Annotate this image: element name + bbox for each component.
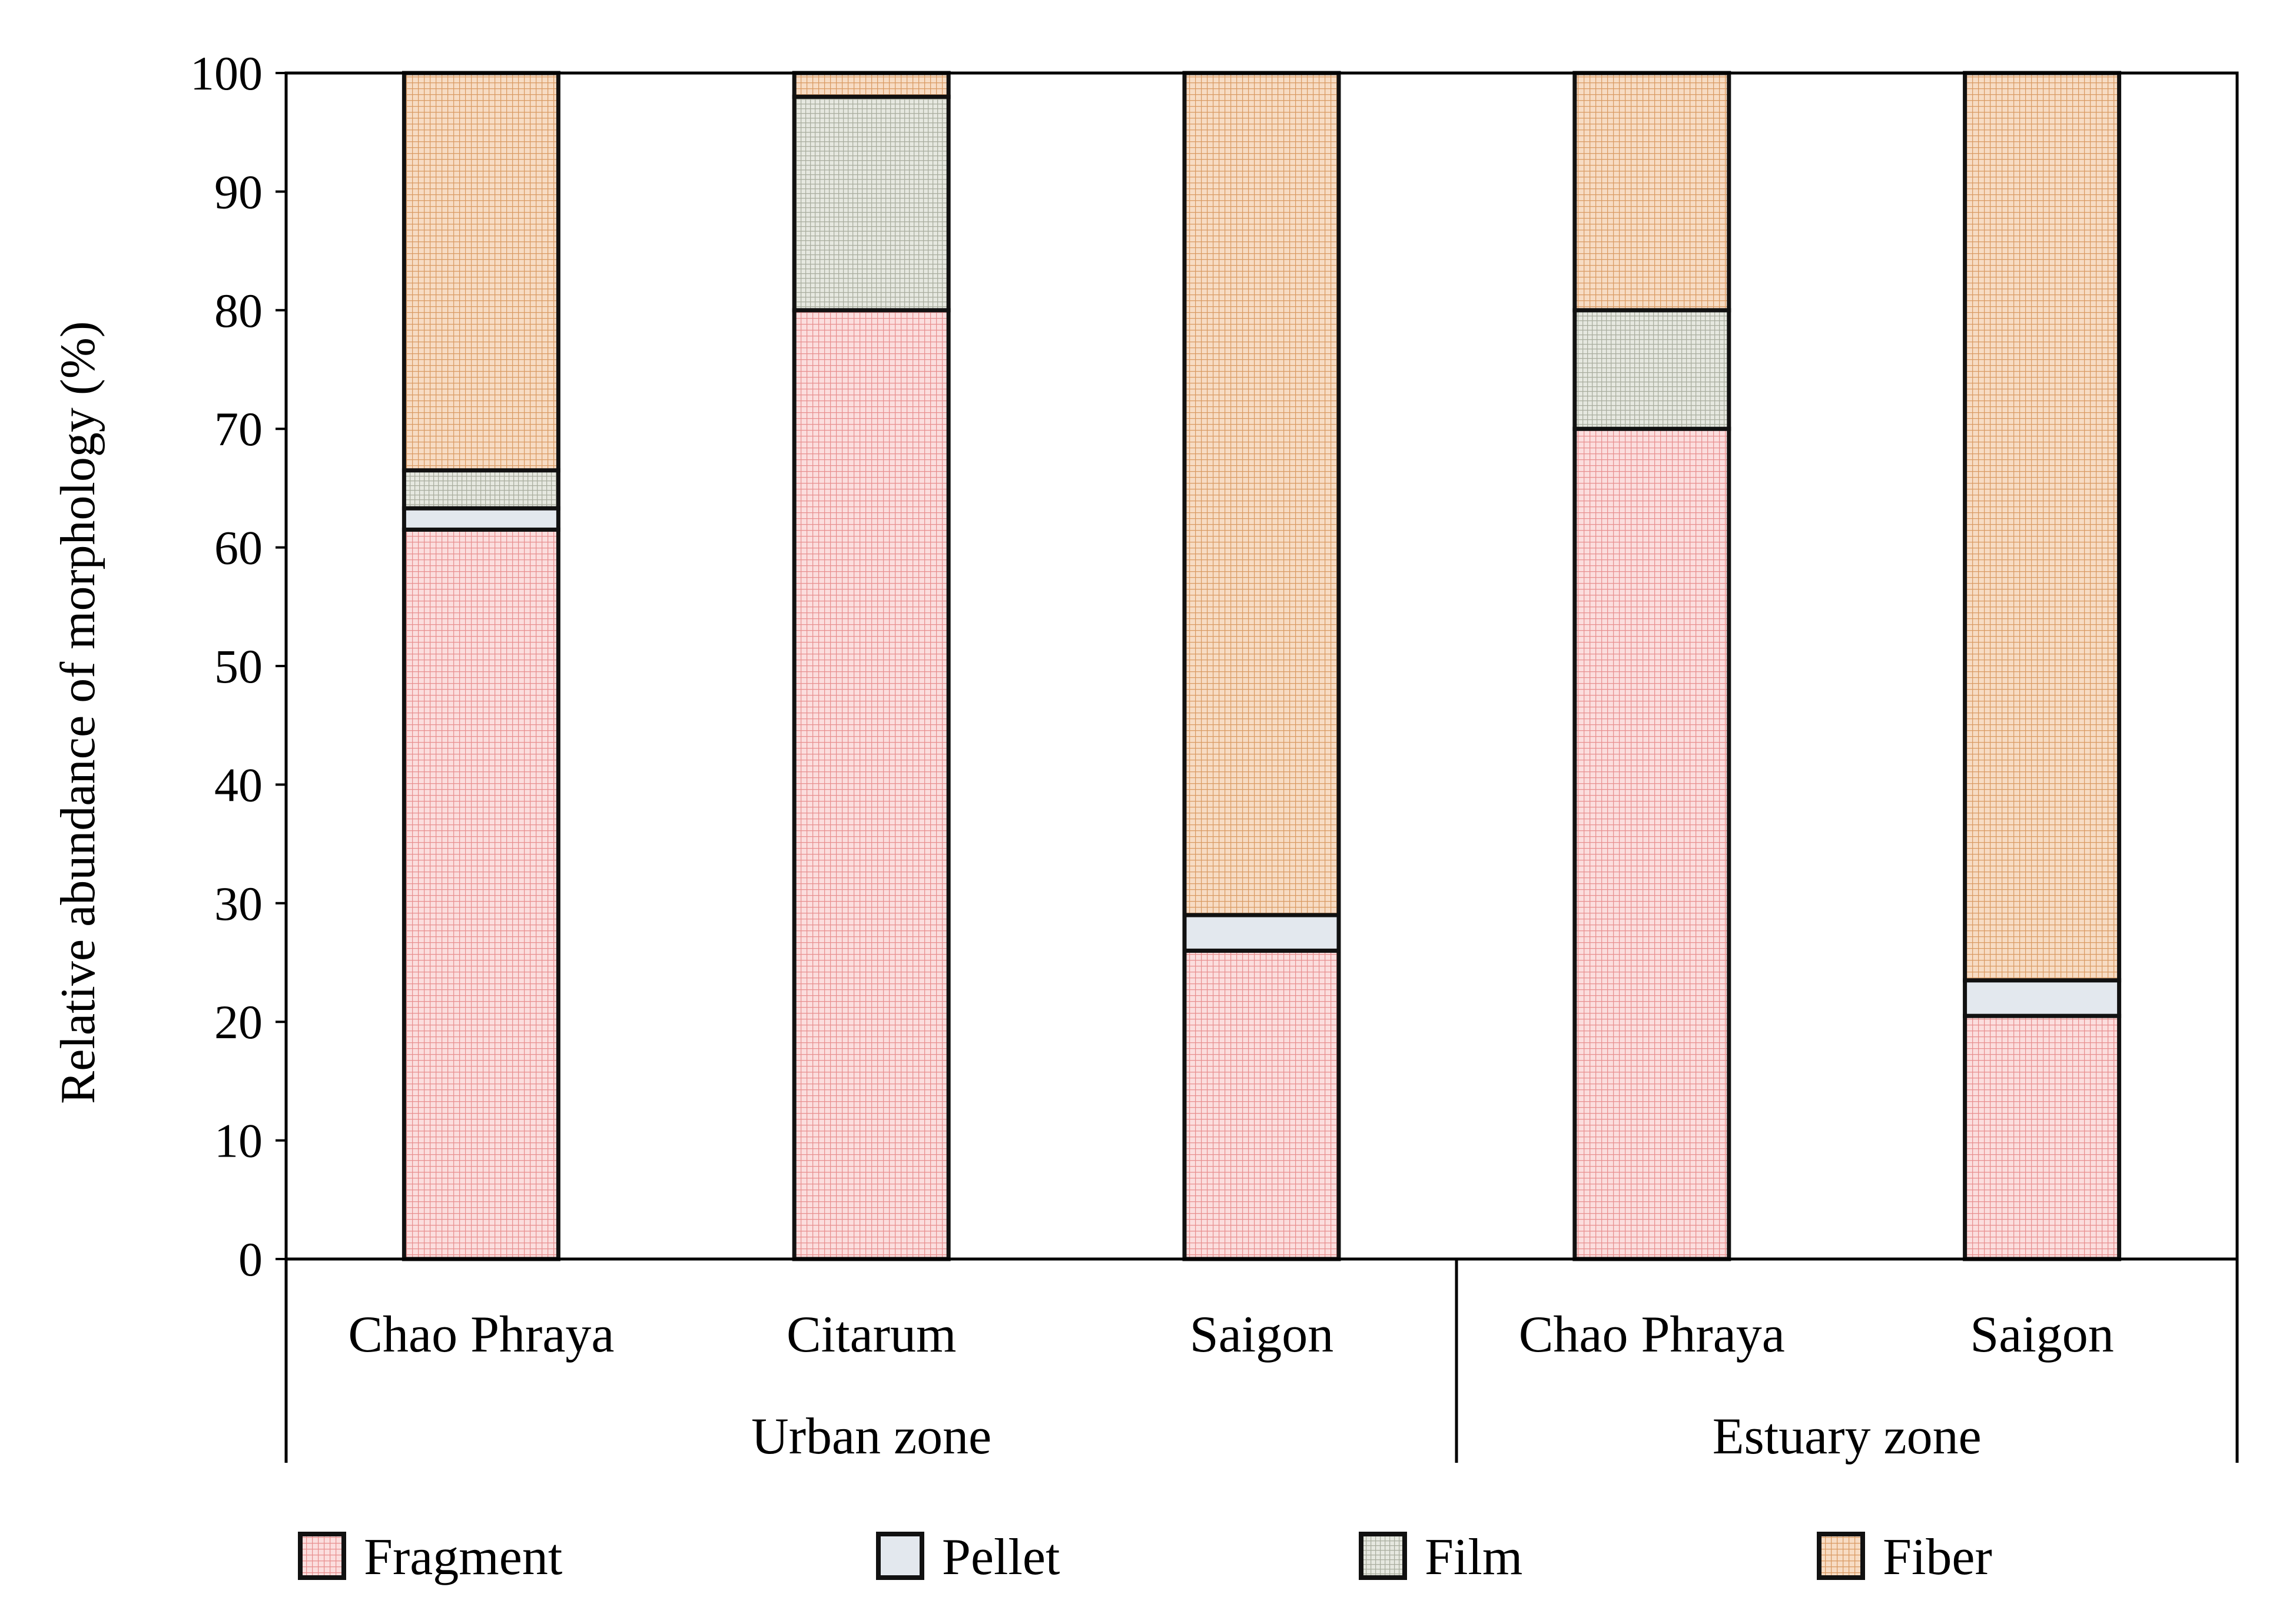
category-label: Chao Phraya xyxy=(1519,1306,1785,1363)
bar-segment-fiber xyxy=(1572,71,1731,313)
y-axis-title: Relative abundance of morphology (%) xyxy=(51,321,105,1104)
bar-segment-fragment xyxy=(792,308,951,1261)
y-tick-label: 80 xyxy=(214,284,263,337)
y-tick-label: 100 xyxy=(190,47,263,100)
legend-label-fragment: Fragment xyxy=(364,1529,562,1586)
bar-segment-fragment xyxy=(402,527,560,1261)
legend-label-pellet: Pellet xyxy=(942,1529,1060,1586)
legend: Fragment Pellet Film Fiber xyxy=(298,1529,1992,1586)
bar-segment-fiber xyxy=(792,71,951,99)
legend-swatch-fiber xyxy=(1817,1532,1865,1580)
bar-segment-film xyxy=(792,94,951,313)
group-label: Estuary zone xyxy=(1713,1408,1982,1465)
y-tick-label: 90 xyxy=(214,165,263,218)
y-tick-label: 70 xyxy=(214,402,263,456)
bar-segment-pellet xyxy=(402,506,560,532)
category-axis-table xyxy=(284,1259,2239,1463)
bar-segment-fragment xyxy=(1963,1013,2122,1261)
legend-swatch-film xyxy=(1359,1532,1407,1580)
category-label: Saigon xyxy=(1970,1306,2113,1363)
group-label: Urban zone xyxy=(751,1408,991,1465)
legend-label-fiber: Fiber xyxy=(1883,1529,1992,1586)
bar-segment-fragment xyxy=(1182,948,1341,1261)
y-tick-label: 10 xyxy=(214,1114,263,1168)
category-label: Citarum xyxy=(787,1306,956,1363)
y-axis-ticks: 0 10 20 30 40 50 60 70 80 90 100 xyxy=(190,47,286,1286)
y-tick-label: 0 xyxy=(238,1233,263,1286)
legend-swatch-fragment xyxy=(298,1532,346,1580)
bar-segment-film xyxy=(402,468,560,511)
y-axis-label: Relative abundance of morphology (%) xyxy=(51,321,105,1104)
bar-segment-fiber xyxy=(1963,71,2122,983)
legend-swatch-pellet xyxy=(876,1532,924,1580)
y-tick-label: 40 xyxy=(214,758,263,811)
y-tick-label: 30 xyxy=(214,877,263,930)
y-tick-label: 50 xyxy=(214,640,263,693)
plot-frame xyxy=(284,71,2239,1261)
bar-segment-fiber xyxy=(1182,71,1341,917)
group-labels: Urban zone Estuary zone xyxy=(751,1408,1981,1465)
category-labels: Chao Phraya Citarum Saigon Chao Phraya Saigo… xyxy=(348,1306,2113,1363)
category-label: Chao Phraya xyxy=(348,1306,614,1363)
bar-segment-fragment xyxy=(1572,426,1731,1261)
y-tick-label: 20 xyxy=(214,995,263,1049)
bar-segment-film xyxy=(1572,308,1731,431)
legend-label-film: Film xyxy=(1425,1529,1522,1586)
bars xyxy=(402,71,2122,1261)
bar-segment-pellet xyxy=(1182,913,1341,953)
bar-segment-fiber xyxy=(402,71,560,473)
bar-segment-pellet xyxy=(1963,978,2122,1018)
y-tick-label: 60 xyxy=(214,521,263,575)
category-label: Saigon xyxy=(1190,1306,1333,1363)
